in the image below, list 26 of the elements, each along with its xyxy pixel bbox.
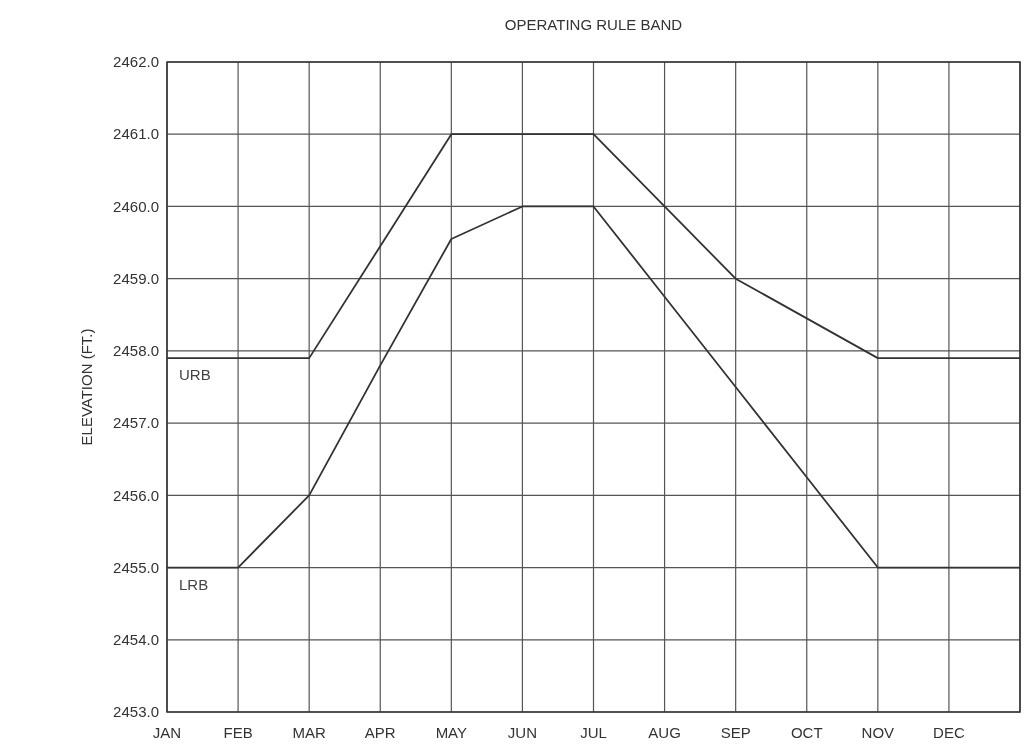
x-tick-label: FEB [223,724,253,741]
y-tick-label: 2462.0 [113,53,159,71]
y-tick-label: 2458.0 [113,342,159,360]
x-tick-label: DEC [933,724,965,741]
y-tick-label: 2454.0 [113,631,159,649]
y-tick-label: 2453.0 [113,703,159,721]
x-tick-label: JUL [580,724,607,741]
x-tick-label: MAY [435,724,468,741]
x-tick-label: JUN [507,724,537,741]
x-tick-label: MAR [292,724,326,741]
y-tick-label: 2456.0 [113,486,159,504]
series-label: URB [179,366,211,384]
series-label: LRB [179,575,209,593]
y-axis-title: ELEVATION (FT.) [78,328,95,446]
x-tick-label: APR [364,724,396,741]
x-tick-label: JAN [152,724,182,741]
x-tick-label: NOV [861,724,895,741]
y-tick-label: 2457.0 [113,414,159,432]
x-tick-label: OCT [790,724,823,741]
y-tick-label: 2460.0 [113,197,159,215]
x-tick-label: SEP [720,724,751,741]
y-tick-label: 2455.0 [113,558,159,576]
chart-title: OPERATING RULE BAND [504,16,683,33]
x-tick-label: AUG [648,724,681,741]
y-tick-label: 2459.0 [113,269,159,287]
y-tick-label: 2461.0 [113,125,159,143]
